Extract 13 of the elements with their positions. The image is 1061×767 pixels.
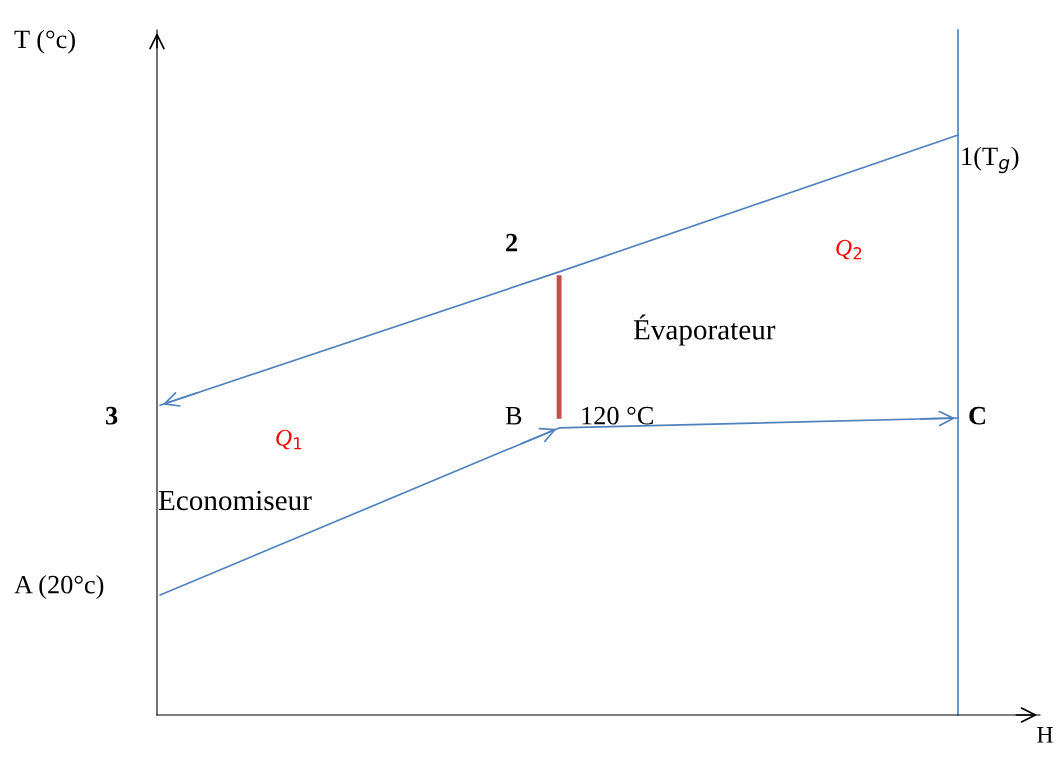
text: 3 [105, 406, 118, 425]
annotation: Q$_{2}$ [836, 239, 862, 260]
annotation: C [969, 406, 986, 425]
annotation: Economiseur [158, 490, 312, 511]
x-axis-title: H [1037, 727, 1053, 743]
annotation: B [505, 407, 522, 425]
y-axis-title: T (°c) [14, 29, 75, 54]
text: A (20°c) [14, 575, 104, 599]
annotation: Q$_{1}$ [276, 429, 302, 450]
annotation: Évaporateur [633, 314, 776, 346]
annotation: 120 °C [582, 406, 653, 425]
annotation: 1(T$_{g}$) [962, 146, 1019, 174]
annotation: 2 [506, 233, 518, 252]
